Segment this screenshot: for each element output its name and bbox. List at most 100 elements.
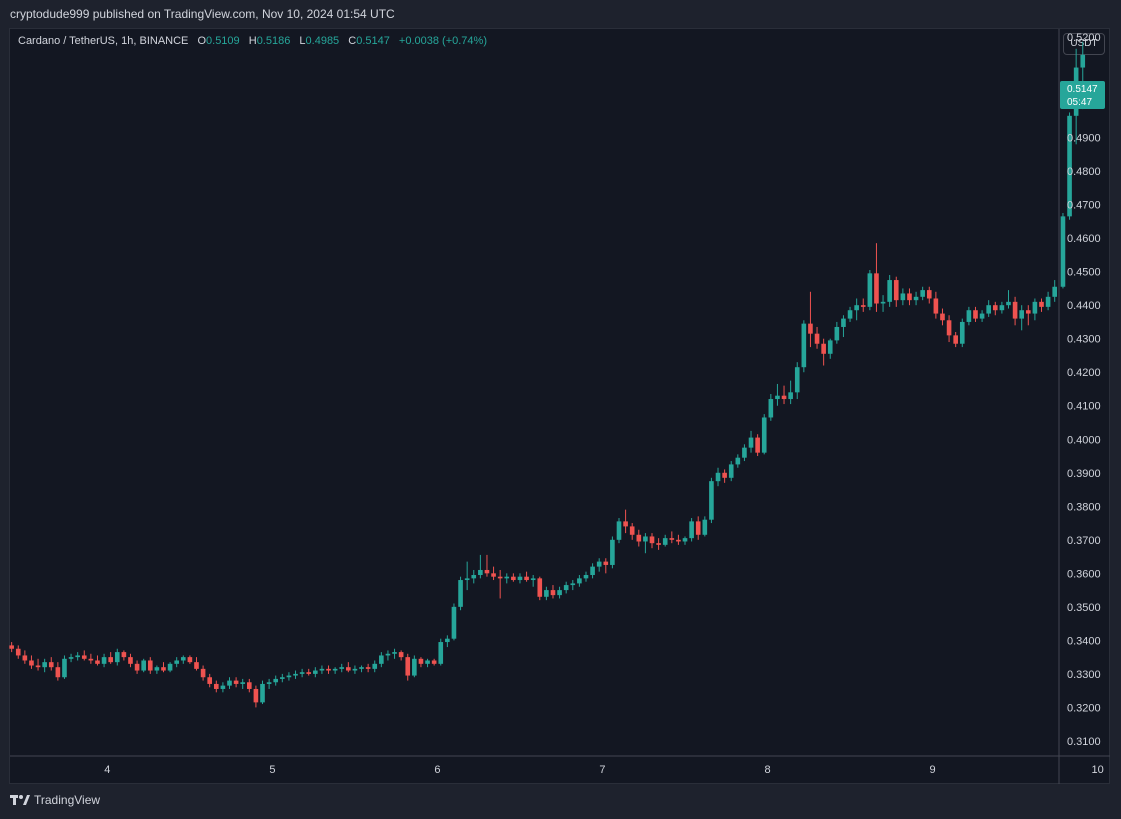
candle-body	[266, 682, 272, 684]
candle-body	[808, 323, 813, 334]
candle-body	[1006, 301, 1011, 306]
candle-body	[524, 576, 529, 581]
candle	[709, 477, 714, 524]
candle-body	[603, 561, 609, 565]
candle-body	[662, 538, 668, 545]
candle	[431, 658, 437, 666]
candle	[22, 650, 28, 664]
candle	[920, 286, 925, 301]
y-tick-label: 0.5200	[1067, 32, 1101, 44]
candle-body	[180, 657, 186, 661]
candle	[821, 338, 826, 366]
candle	[682, 536, 688, 545]
candle-body	[253, 688, 259, 703]
candle-body	[504, 576, 510, 579]
candle-body	[827, 340, 833, 354]
candle	[748, 430, 754, 453]
x-tick-label: 4	[104, 764, 110, 776]
candle-body	[682, 538, 688, 542]
candle-body	[141, 660, 146, 671]
candle	[722, 469, 727, 483]
candle-body	[1012, 301, 1018, 319]
candle-body	[517, 576, 523, 581]
x-tick-label: 9	[930, 764, 936, 776]
candle-body	[240, 682, 246, 684]
tradingview-logo-icon	[10, 795, 30, 805]
y-tick-label: 0.4800	[1067, 166, 1101, 178]
y-tick-label: 0.3300	[1067, 669, 1101, 681]
candle	[946, 315, 952, 343]
candle-body	[590, 566, 595, 576]
candle	[29, 655, 34, 669]
y-tick-label: 0.4500	[1067, 267, 1101, 279]
candle	[332, 667, 338, 674]
candle	[398, 650, 404, 661]
x-tick-label: 7	[599, 764, 605, 776]
candle	[147, 657, 153, 674]
candle-body	[1080, 54, 1086, 68]
candle-body	[636, 534, 642, 542]
x-axis[interactable]: 4 5 6 7 8 9 10	[104, 764, 1103, 776]
candle-body	[907, 293, 912, 301]
candle	[227, 677, 232, 689]
candle-body	[392, 652, 397, 654]
y-axis[interactable]: 0.3100 0.3200 0.3300 0.3400 0.3500 0.3600 0.37…	[1067, 32, 1101, 748]
candle	[273, 675, 279, 686]
candle	[794, 362, 800, 400]
candle-body	[497, 576, 503, 579]
candle-body	[623, 521, 628, 527]
candle-body	[313, 670, 318, 674]
candle	[88, 653, 94, 664]
candle-body	[583, 575, 589, 579]
candle	[880, 295, 886, 312]
symbol-legend: Cardano / TetherUS, 1h, BINANCE O0.5109 …	[18, 35, 487, 47]
candle-body	[834, 326, 840, 341]
candle	[979, 310, 985, 322]
candle	[114, 648, 120, 666]
candle	[385, 650, 391, 661]
footer-brand[interactable]: TradingView	[10, 793, 100, 807]
candle	[240, 678, 246, 689]
candle-body	[544, 590, 549, 597]
candle	[464, 561, 470, 591]
candle-body	[365, 667, 371, 669]
close-value: 0.5147	[356, 35, 390, 47]
candle	[900, 288, 906, 306]
candle	[841, 315, 846, 338]
candle-body	[629, 526, 635, 535]
candle	[497, 569, 503, 599]
candle	[200, 665, 206, 681]
candle-body	[418, 658, 424, 664]
candle	[392, 648, 397, 659]
candle	[213, 680, 219, 693]
y-tick-label: 0.3800	[1067, 501, 1101, 513]
candle-body	[213, 683, 219, 689]
candle	[827, 338, 833, 359]
symbol-title[interactable]: Cardano / TetherUS, 1h, BINANCE	[18, 35, 189, 47]
candle	[992, 301, 998, 316]
high-label: H	[248, 35, 257, 47]
currency-button[interactable]: USDT	[1063, 33, 1105, 55]
candle	[893, 276, 899, 307]
candle	[75, 652, 80, 661]
candle	[854, 298, 859, 321]
candle-body	[880, 301, 886, 304]
candle-body	[220, 685, 226, 689]
candle-body	[966, 310, 972, 322]
candle	[669, 531, 675, 544]
candle-body	[1052, 286, 1058, 297]
candle-body	[227, 680, 232, 686]
candle	[775, 383, 780, 406]
candle	[728, 461, 734, 482]
candle	[887, 275, 892, 307]
candle-body	[68, 657, 74, 659]
candle-body	[200, 668, 206, 678]
candle-body	[233, 680, 239, 684]
candle	[702, 516, 708, 537]
candle-body	[913, 296, 919, 301]
candle	[326, 665, 331, 674]
candle	[577, 575, 582, 587]
last-price-tag: 0.5147 05:47	[1060, 81, 1105, 109]
high-value: 0.5186	[256, 35, 291, 47]
